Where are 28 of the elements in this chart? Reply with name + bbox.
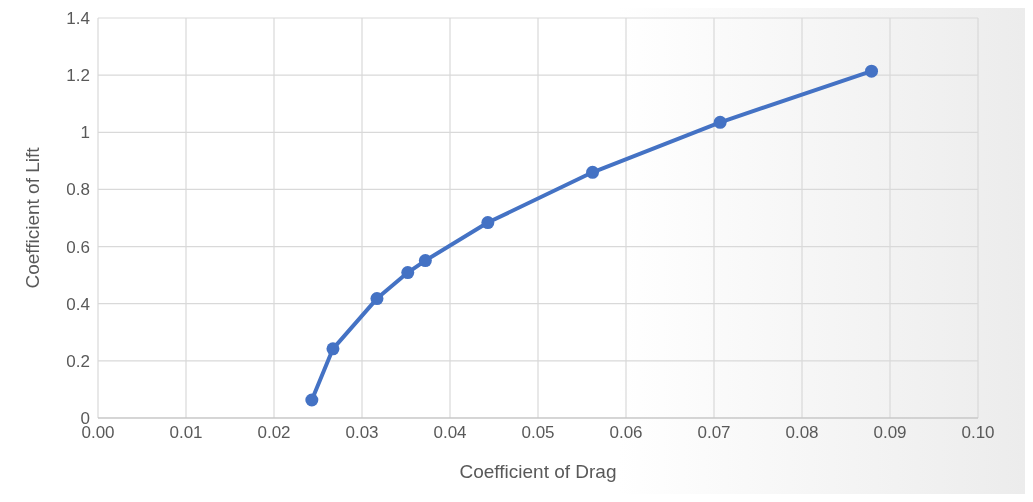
y-tick-label: 0.8 xyxy=(66,180,90,200)
point xyxy=(865,64,879,78)
x-tick-label: 0.01 xyxy=(169,423,203,443)
point xyxy=(586,165,600,179)
x-tick-label: 0.07 xyxy=(697,423,731,443)
point xyxy=(481,216,495,230)
x-tick-label: 0.02 xyxy=(257,423,291,443)
y-tick-label: 1 xyxy=(80,123,90,143)
x-tick-label: 0.08 xyxy=(785,423,819,443)
x-tick-label: 0.10 xyxy=(961,423,995,443)
point xyxy=(401,266,415,280)
y-tick-label: 0.6 xyxy=(66,237,90,257)
x-axis-title: Coefficient of Drag xyxy=(459,461,617,482)
x-tick-label: 0.09 xyxy=(873,423,907,443)
point xyxy=(713,115,727,129)
point xyxy=(305,393,319,407)
y-tick-label: 1.4 xyxy=(66,9,90,29)
y-tick-label: 1.2 xyxy=(66,66,90,86)
y-tick-label: 0.2 xyxy=(66,351,90,371)
point xyxy=(326,342,340,356)
point xyxy=(370,292,384,306)
y-tick-label: 0.4 xyxy=(66,294,90,314)
y-axis-title: Coefficient of Lift xyxy=(21,146,43,289)
x-tick-label: 0.05 xyxy=(521,423,555,443)
x-tick-label: 0.06 xyxy=(609,423,643,443)
x-tick-label: 0.03 xyxy=(345,423,379,443)
x-tick-label: 0.04 xyxy=(433,423,467,443)
point xyxy=(418,254,432,268)
